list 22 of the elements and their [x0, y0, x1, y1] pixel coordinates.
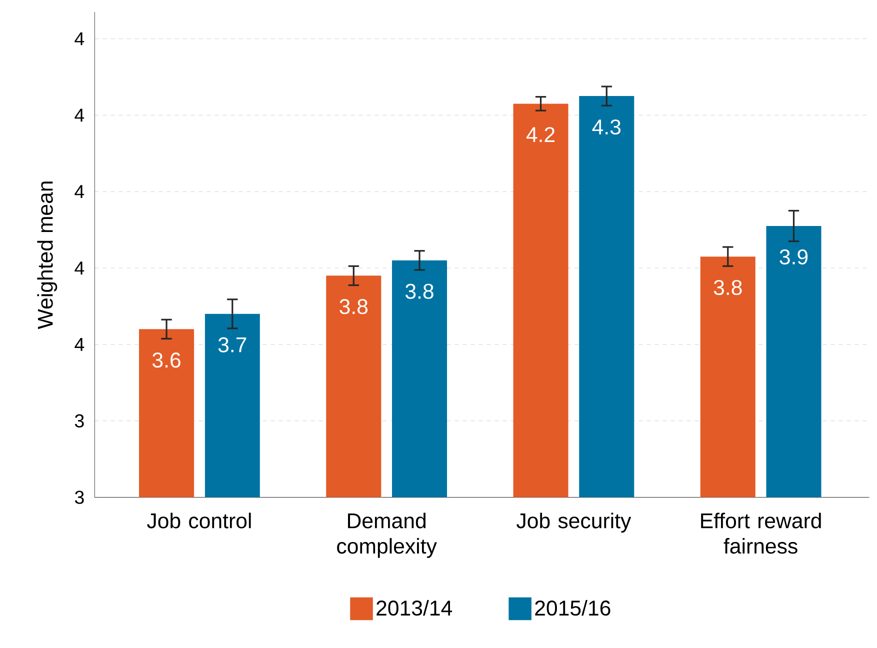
data-label: 3.7: [218, 337, 246, 352]
x-tick-label: Demand complexity: [337, 512, 437, 558]
data-label: 3.8: [405, 284, 434, 299]
legend-label: 2013/14: [376, 600, 452, 616]
y-tick-label: 4: [74, 338, 84, 351]
data-label: 3.8: [714, 280, 742, 296]
data-label: 4.3: [592, 119, 621, 135]
y-tick-label: 3: [74, 414, 84, 428]
y-tick-label: 4: [74, 262, 84, 274]
y-tick-label: 4: [74, 185, 84, 198]
data-label: 4.2: [526, 127, 555, 142]
x-tick-label: Job control: [147, 512, 251, 528]
x-tick-label: Effort reward fairness: [701, 512, 821, 554]
legend-label: 2015/16: [535, 600, 610, 616]
data-label: 3.8: [340, 299, 368, 314]
y-tick-label: 4: [74, 108, 84, 122]
y-axis-title: Weighted mean: [37, 182, 58, 330]
data-label: 3.6: [152, 352, 180, 368]
y-tick-label: 3: [74, 490, 84, 504]
x-tick-label: Job security: [516, 512, 632, 533]
y-tick-label: 4: [74, 32, 84, 46]
data-label: 3.9: [780, 249, 808, 264]
